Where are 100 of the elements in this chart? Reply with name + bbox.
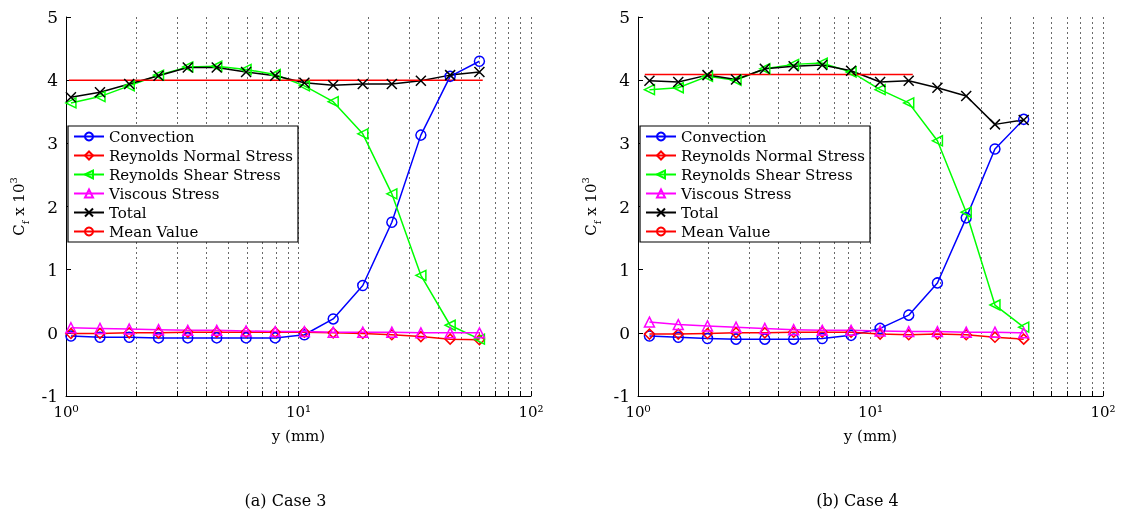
- point: [730, 333, 742, 345]
- y-axis-title: Cf x 103: [579, 177, 603, 236]
- legend-label: Mean Value: [681, 222, 771, 241]
- y-tick-label: 0: [619, 322, 630, 343]
- point: [444, 327, 456, 339]
- point: [152, 332, 165, 344]
- legend-label: Convection: [109, 127, 195, 146]
- point: [816, 332, 828, 345]
- point: [123, 327, 135, 339]
- point: [327, 95, 339, 108]
- y-tick-label: 1: [47, 259, 58, 280]
- legend-label: Reynolds Normal Stress: [109, 146, 294, 165]
- y-tick-label: 0: [47, 322, 58, 343]
- point: [902, 97, 915, 109]
- point: [94, 322, 106, 335]
- point: [960, 90, 972, 102]
- point: [902, 75, 915, 87]
- point: [1017, 327, 1030, 339]
- point: [701, 320, 714, 332]
- point: [357, 78, 369, 90]
- point: [94, 327, 106, 340]
- point: [643, 316, 656, 328]
- point: [415, 269, 427, 282]
- point: [874, 83, 886, 96]
- x-tick-label: 10¹: [285, 402, 312, 421]
- point: [902, 309, 915, 321]
- point: [444, 319, 456, 331]
- point: [65, 322, 77, 334]
- point: [65, 97, 77, 109]
- point: [65, 91, 77, 103]
- point: [931, 135, 944, 147]
- point: [473, 55, 486, 67]
- point: [1017, 333, 1030, 345]
- legend-label: Total: [681, 203, 719, 222]
- point: [298, 80, 311, 92]
- point: [759, 327, 771, 339]
- point: [211, 332, 223, 344]
- point: [298, 76, 311, 89]
- point: [386, 188, 398, 200]
- point: [94, 86, 106, 98]
- y-tick-label: 2: [619, 196, 630, 217]
- y-tick-label: 5: [47, 7, 58, 27]
- point: [960, 212, 972, 224]
- point: [415, 75, 427, 87]
- x-tick-label: 10²: [1090, 402, 1116, 421]
- point: [960, 206, 972, 218]
- point: [643, 83, 656, 96]
- point: [931, 82, 944, 94]
- point: [989, 299, 1001, 311]
- point: [989, 143, 1001, 155]
- point: [327, 79, 339, 91]
- point: [672, 82, 685, 94]
- point: [989, 331, 1001, 344]
- point: [672, 76, 685, 88]
- point: [123, 323, 135, 335]
- legend-label: Viscous Stress: [680, 184, 792, 203]
- point: [94, 90, 106, 103]
- point: [94, 331, 106, 343]
- point: [182, 332, 194, 344]
- y-tick-label: 3: [619, 133, 630, 154]
- text: (b) Case 4: [816, 490, 899, 510]
- point: [759, 333, 771, 345]
- x-axis-title: y (mm): [270, 426, 326, 445]
- legend-label: Reynolds Normal Stress: [681, 146, 866, 165]
- point: [415, 129, 427, 141]
- point: [415, 327, 427, 339]
- point: [415, 330, 427, 343]
- point: [444, 333, 456, 345]
- x-tick-label: 10²: [518, 402, 544, 421]
- point: [386, 78, 398, 90]
- legend-label: Viscous Stress: [108, 184, 220, 203]
- point: [152, 327, 165, 339]
- legend-label: Convection: [681, 127, 767, 146]
- point: [123, 331, 135, 343]
- point: [357, 128, 369, 140]
- point: [989, 326, 1001, 338]
- y-tick-label: 1: [619, 259, 630, 280]
- text: (a) Case 3: [244, 490, 327, 510]
- point: [643, 75, 656, 87]
- x-tick-label: 10¹: [857, 402, 884, 421]
- y-tick-label: 5: [619, 7, 630, 27]
- point: [787, 333, 800, 345]
- legend-label: Reynolds Shear Stress: [681, 165, 853, 184]
- point: [357, 279, 369, 292]
- point: [730, 321, 742, 333]
- x-axis-title: y (mm): [842, 426, 898, 445]
- point: [473, 327, 486, 339]
- point: [240, 332, 252, 344]
- y-tick-label: 2: [47, 196, 58, 217]
- point: [473, 66, 486, 78]
- legend-label: Total: [109, 203, 147, 222]
- point: [730, 327, 742, 339]
- point: [701, 332, 714, 345]
- legend-label: Mean Value: [109, 222, 199, 241]
- point: [931, 277, 944, 289]
- y-tick-label: 4: [619, 70, 630, 91]
- point: [874, 76, 886, 88]
- y-tick-label: 4: [47, 70, 58, 91]
- y-axis-title: Cf x 103: [7, 177, 31, 236]
- y-tick-label: 3: [47, 133, 58, 154]
